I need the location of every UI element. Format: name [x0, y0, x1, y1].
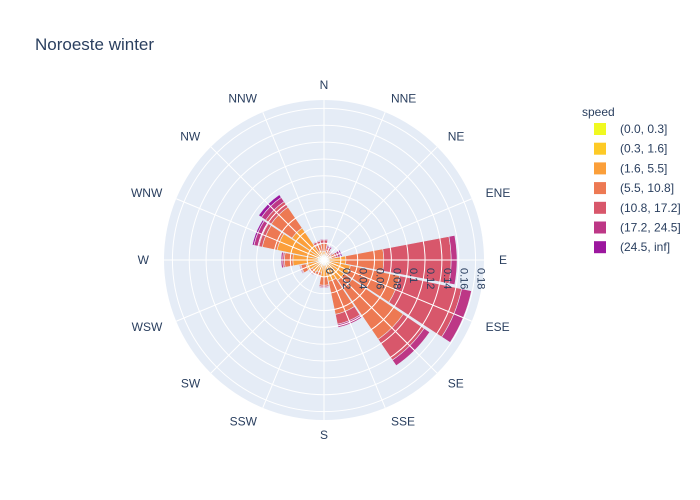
- grid-spoke: [175, 198, 325, 261]
- direction-label-WSW: WSW: [132, 320, 163, 334]
- legend-label-6[interactable]: (24.5, inf]: [620, 240, 670, 254]
- grid-spoke: [323, 259, 386, 409]
- chart-title: Noroeste winter: [35, 35, 154, 54]
- legend-swatch-1[interactable]: [594, 142, 606, 155]
- bar-WNW-series-6: [251, 219, 265, 246]
- direction-label-N: N: [320, 78, 329, 92]
- radial-tick-7: 0.14: [441, 268, 453, 289]
- legend-swatch-2[interactable]: [594, 162, 606, 175]
- direction-label-NNE: NNE: [391, 91, 416, 105]
- direction-label-NW: NW: [180, 129, 201, 143]
- grid-spoke: [323, 259, 438, 374]
- direction-label-WNW: WNW: [131, 186, 163, 200]
- direction-label-W: W: [138, 253, 150, 267]
- legend-label-0[interactable]: (0.0, 0.3]: [620, 122, 667, 136]
- grid-spoke: [210, 146, 325, 261]
- legend-swatch-0[interactable]: [594, 123, 606, 135]
- legend-label-1[interactable]: (0.3, 1.6]: [620, 142, 667, 156]
- radial-tick-5: 0.1: [407, 268, 419, 283]
- grid-spoke: [175, 259, 325, 322]
- direction-label-SE: SE: [448, 377, 464, 391]
- radial-tick-3: 0.06: [374, 268, 386, 289]
- direction-label-SSE: SSE: [391, 415, 415, 429]
- grid-spoke: [262, 111, 325, 261]
- direction-label-NE: NE: [448, 129, 465, 143]
- legend-title: speed: [582, 105, 615, 119]
- legend-label-3[interactable]: (5.5, 10.8]: [620, 181, 674, 195]
- radial-tick-8: 0.16: [458, 268, 470, 289]
- legend-label-2[interactable]: (1.6, 5.5]: [620, 161, 667, 175]
- direction-label-E: E: [499, 253, 507, 267]
- direction-label-NNW: NNW: [228, 91, 257, 105]
- bar-ESE-series-5: [441, 288, 472, 343]
- legend-swatch-3[interactable]: [594, 182, 606, 195]
- direction-label-ESE: ESE: [486, 320, 510, 334]
- direction-labels: N NNE NE ENE E ESE SE SSE S SSW SW WSW W WNW NW NNW: [131, 78, 510, 442]
- legend-label-4[interactable]: (10.8, 17.2]: [620, 201, 681, 215]
- grid-spoke: [323, 146, 438, 261]
- radial-tick-9: 0.18: [475, 268, 487, 289]
- grid-spoke: [323, 259, 473, 322]
- polar-grid: [164, 100, 484, 420]
- direction-label-ENE: ENE: [486, 186, 511, 200]
- direction-label-SW: SW: [181, 377, 201, 391]
- grid-spoke: [323, 111, 386, 261]
- direction-label-SSW: SSW: [230, 415, 258, 429]
- grid-spoke: [262, 259, 325, 409]
- legend-swatch-5[interactable]: [594, 221, 606, 234]
- legend-label-5[interactable]: (17.2, 24.5]: [620, 221, 681, 235]
- radial-tick-6: 0.12: [424, 268, 436, 289]
- radial-tick-4: 0.08: [390, 268, 402, 289]
- grid-spoke: [323, 198, 473, 261]
- legend-swatch-4[interactable]: [594, 201, 606, 214]
- radial-tick-0: 0: [323, 268, 335, 274]
- radial-tick-labels: 0 0.02 0.04 0.06 0.08 0.1 0.12 0.14 0.16 0.18: [323, 268, 487, 289]
- grid-spoke: [210, 259, 325, 374]
- direction-label-S: S: [320, 428, 328, 442]
- legend: speed (0.0, 0.3] (0.3, 1.6] (1.6, 5.5] (5.5…: [582, 105, 681, 254]
- legend-swatch-6[interactable]: [594, 241, 606, 254]
- radial-tick-1: 0.02: [340, 268, 352, 289]
- radial-tick-2: 0.04: [357, 268, 369, 289]
